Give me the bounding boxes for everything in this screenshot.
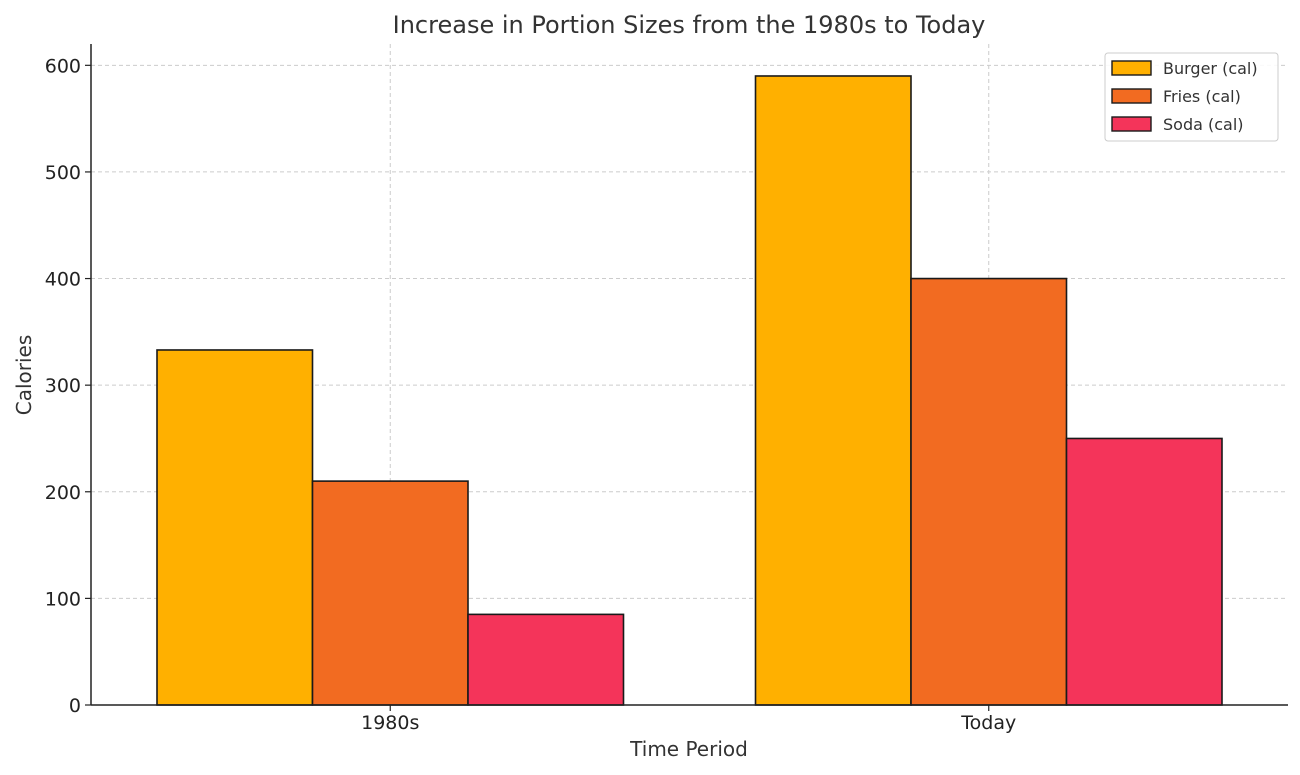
y-tick-label: 0	[69, 695, 81, 717]
legend-label: Fries (cal)	[1163, 87, 1241, 106]
legend-label: Soda (cal)	[1163, 115, 1244, 134]
legend-swatch	[1111, 116, 1152, 132]
bar-burger-today	[754, 75, 912, 706]
legend-swatch	[1111, 88, 1152, 104]
x-tick-label: 1980s	[361, 712, 419, 734]
bar-fries-today	[910, 277, 1068, 706]
legend-label: Burger (cal)	[1163, 59, 1258, 78]
bar-soda-1980s	[467, 613, 625, 706]
axes	[90, 44, 1288, 706]
x-ticks: 1980s Today	[361, 705, 1016, 734]
bar-fries-1980s	[311, 480, 469, 706]
y-tick-label: 600	[45, 55, 81, 77]
y-axis-label: Calories	[12, 335, 36, 416]
y-tick-label: 200	[45, 482, 81, 504]
chart-title: Increase in Portion Sizes from the 1980s…	[393, 11, 986, 39]
x-tick-label: Today	[960, 712, 1016, 734]
y-tick-label: 500	[45, 162, 81, 184]
y-tick-label: 100	[45, 588, 81, 610]
legend-swatch	[1111, 60, 1152, 76]
y-ticks: 0 100 200 300 400 500 600	[45, 55, 91, 717]
bars	[156, 75, 1223, 706]
bar-soda-today	[1065, 437, 1223, 706]
legend: Burger (cal) Fries (cal) Soda (cal)	[1104, 52, 1279, 142]
y-tick-label: 300	[45, 375, 81, 397]
x-axis-label: Time Period	[629, 737, 748, 761]
bar-burger-1980s	[156, 349, 314, 706]
y-tick-label: 400	[45, 269, 81, 291]
